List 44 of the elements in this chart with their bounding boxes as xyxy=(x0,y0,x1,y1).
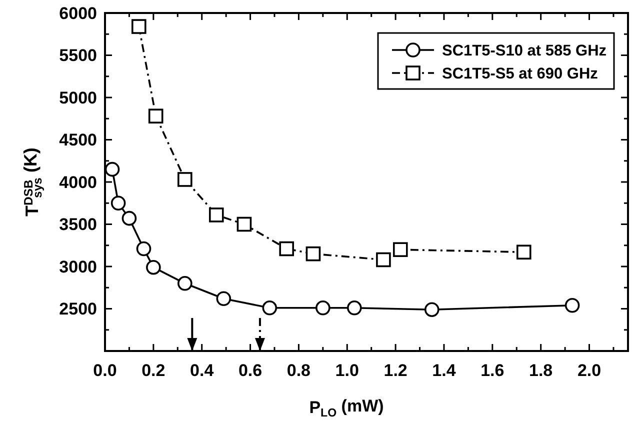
y-tick-label: 2500 xyxy=(59,300,97,319)
point xyxy=(236,216,252,232)
x-tick-label: 0.4 xyxy=(190,361,214,380)
y-tick-label: 4000 xyxy=(59,172,97,192)
point xyxy=(146,260,161,275)
point xyxy=(316,300,330,316)
y-tick-label: 4500 xyxy=(59,130,97,150)
point xyxy=(424,302,440,317)
point xyxy=(148,108,164,124)
point xyxy=(208,208,224,222)
x-axis-title: P$_{LO}$ (mW) xyxy=(309,396,384,420)
x-tick-label: 1.8 xyxy=(529,361,553,380)
y-tick-label: 3500 xyxy=(59,215,97,234)
x-tick-label: 1.0 xyxy=(335,361,359,380)
point xyxy=(516,244,532,260)
point xyxy=(132,19,146,34)
point xyxy=(279,241,294,256)
point xyxy=(136,241,152,256)
point xyxy=(110,196,126,211)
x-tick-label: 0.2 xyxy=(142,361,166,380)
point xyxy=(178,172,192,187)
legend-label: SC1T5-S10 at 585 GHz xyxy=(442,42,607,60)
point xyxy=(564,298,580,313)
x-tick-label: 0.0 xyxy=(93,361,117,380)
x-tick-label: 1.6 xyxy=(480,361,504,380)
x-tick-label: 0.8 xyxy=(286,361,311,380)
x-tick-label: 0.6 xyxy=(238,361,262,380)
legend-label: SC1T5-S5 at 690 GHz xyxy=(442,65,598,82)
point xyxy=(306,246,321,262)
point xyxy=(104,162,120,177)
x-tick-label: 2.0 xyxy=(577,361,602,380)
y-tick-label: 5000 xyxy=(59,88,97,108)
point xyxy=(393,242,408,257)
point xyxy=(346,300,362,316)
x-tick-label: 1.2 xyxy=(384,361,408,380)
point xyxy=(178,276,192,291)
point xyxy=(376,252,391,268)
point xyxy=(262,300,278,316)
y-tick-label: 3000 xyxy=(59,257,97,276)
y-tick-label: 6000 xyxy=(59,4,97,23)
x-tick-label: 1.4 xyxy=(432,361,456,380)
point xyxy=(122,210,137,226)
y-tick-label: 5500 xyxy=(59,46,97,66)
point xyxy=(216,291,232,306)
